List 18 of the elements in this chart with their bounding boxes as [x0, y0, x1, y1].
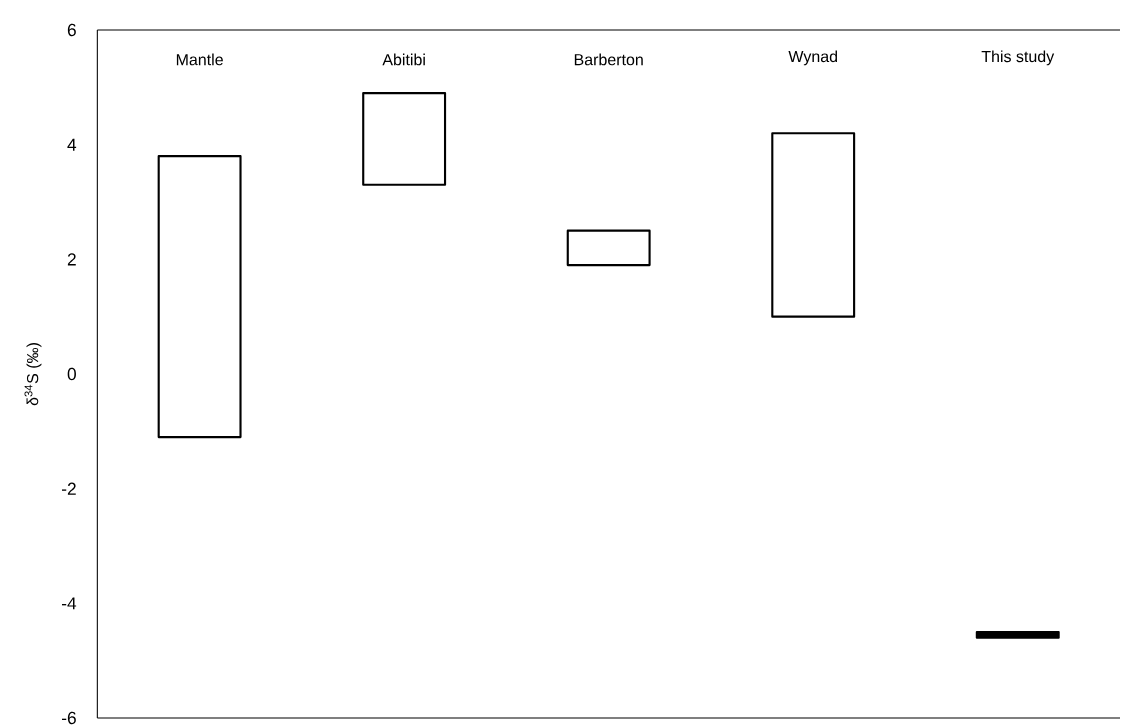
x-tick-label: This study — [981, 50, 1055, 66]
y-tick-label: 6 — [67, 23, 76, 37]
bar — [771, 132, 856, 318]
bar — [566, 229, 651, 267]
x-tick-label: Mantle — [176, 53, 223, 66]
y-tick-label: -4 — [62, 597, 77, 610]
y-tick-label: 4 — [67, 138, 77, 151]
y-tick-label: 2 — [67, 253, 76, 266]
bar — [157, 155, 242, 439]
bar — [975, 630, 1060, 639]
x-tick-label: Barberton — [574, 53, 643, 66]
x-tick-label: Wynad — [788, 50, 838, 66]
y-tick-label: -6 — [62, 711, 76, 725]
y-axis-title: δ$^{34}$S (‰) — [24, 343, 42, 406]
y-tick-label: -2 — [62, 482, 76, 495]
x-tick-label: Abitibi — [382, 53, 425, 66]
bar — [362, 91, 447, 186]
y-tick-label: 0 — [67, 367, 76, 381]
